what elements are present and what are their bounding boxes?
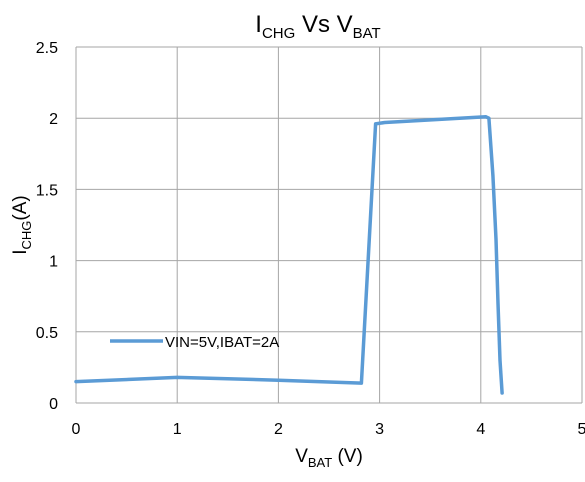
y-tick-label: 1 (49, 254, 58, 271)
x-tick-labels: 0 1 2 3 4 5 (72, 421, 585, 438)
y-axis-label: ICHG(A) (10, 195, 34, 255)
y-tick-labels: 0 0.5 1 1.5 2 2.5 (36, 40, 58, 413)
x-tick-label: 1 (173, 421, 182, 438)
x-tick-label: 0 (72, 421, 81, 438)
y-tick-label: 2 (49, 111, 58, 128)
data-point (276, 378, 280, 382)
y-tick-label: 2.5 (36, 40, 58, 57)
data-point (496, 301, 500, 305)
data-point (494, 237, 498, 241)
legend: VIN=5V,IBAT=2A (110, 334, 279, 351)
data-point (498, 358, 502, 362)
x-tick-label: 3 (375, 421, 384, 438)
chart-title: ICHG Vs VBAT (255, 11, 380, 42)
series-layer (74, 115, 504, 395)
data-point (491, 173, 495, 177)
x-tick-label: 2 (274, 421, 283, 438)
legend-label: VIN=5V,IBAT=2A (165, 334, 279, 351)
data-point (487, 116, 491, 120)
y-tick-label: 0.5 (36, 325, 58, 342)
data-point (374, 122, 378, 126)
data-point (74, 380, 78, 384)
x-axis-label: VBAT (V) (295, 446, 363, 470)
y-tick-label: 0 (49, 396, 58, 413)
data-point (484, 115, 488, 119)
x-tick-label: 5 (578, 421, 585, 438)
data-point (359, 381, 363, 385)
data-point (500, 391, 504, 395)
grid-lines (75, 46, 583, 404)
x-tick-label: 4 (476, 421, 485, 438)
data-point (175, 375, 179, 379)
series-line (74, 115, 504, 395)
y-tick-label: 1.5 (36, 182, 58, 199)
data-point (383, 121, 387, 124)
